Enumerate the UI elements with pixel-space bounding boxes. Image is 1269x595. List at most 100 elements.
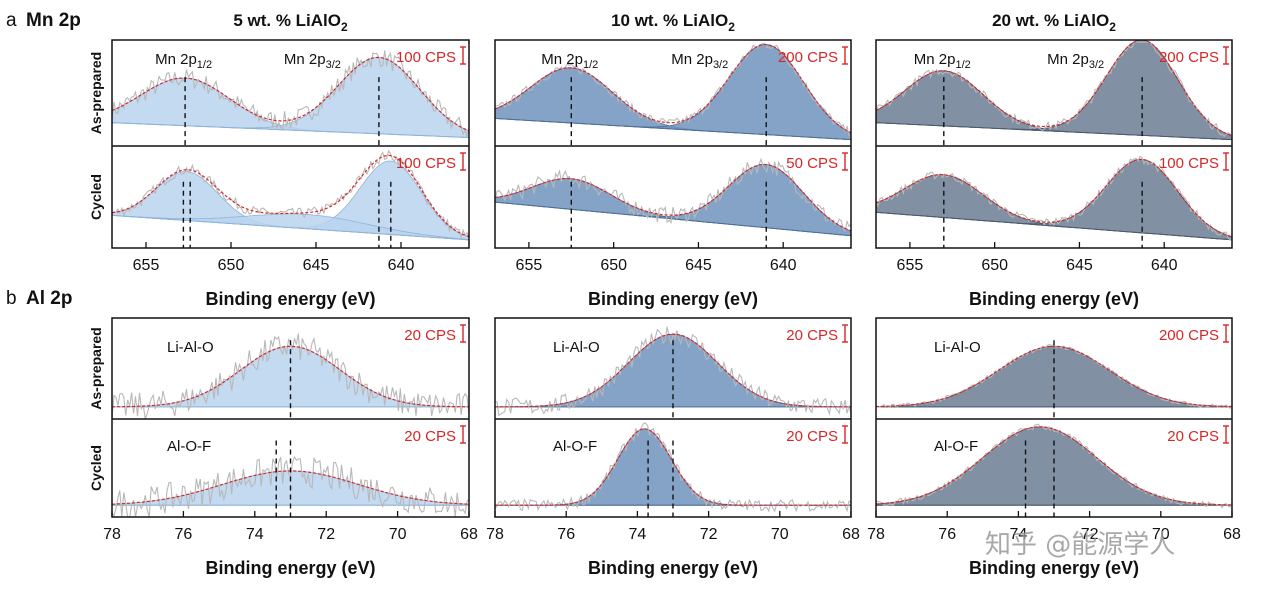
mn-label-sub: 1/2 [197, 59, 212, 71]
x-tick-label: 640 [388, 257, 415, 274]
panel-content: 20 CPS Li-Al-O 20 CPS Al-O-F [495, 324, 851, 517]
panel-frame [875, 317, 1233, 518]
mn-label-sub: 3/2 [1089, 59, 1104, 71]
x-axis-label: Binding energy (eV) [205, 289, 375, 309]
column-title-main: 5 wt. % LiAlO [233, 11, 341, 30]
cps-label: 200 CPS [778, 49, 838, 66]
mn-2p32-label: Mn 2p3/2 [284, 51, 341, 71]
watermark: 知乎 @能源学人 [985, 530, 1175, 560]
al-panel-col-1: 20 CPS Li-Al-O 20 CPS Al-O-F 78 76 74 72 70 68 Bin… [103, 317, 478, 578]
mn-label-main: Mn 2p [284, 51, 326, 68]
x-tick-label: 72 [1081, 526, 1099, 543]
y-label-as-prepared: As-prepared [88, 327, 104, 409]
mn-2p12-label: Mn 2p1/2 [914, 51, 971, 71]
mn-2p12-label: Mn 2p1/2 [541, 51, 598, 71]
mn-label-main: Mn 2p [671, 51, 713, 68]
cps-label: 100 CPS [1159, 155, 1219, 172]
x-tick-label: 645 [1066, 257, 1093, 274]
section-b-letter: b [6, 288, 17, 309]
cps-label: 50 CPS [786, 155, 838, 172]
cps-label: 20 CPS [404, 327, 456, 344]
x-tick-label: 650 [600, 257, 627, 274]
x-tick-label: 74 [246, 526, 264, 543]
fit-envelope-line [876, 40, 1232, 137]
column-title-main: 10 wt. % LiAlO [611, 11, 728, 30]
mn-label-main: Mn 2p [1047, 51, 1089, 68]
mn-label-sub: 1/2 [956, 59, 971, 71]
cps-label: 200 CPS [1159, 49, 1219, 66]
x-tick-label: 78 [486, 526, 504, 543]
mn-label-sub: 3/2 [713, 59, 728, 71]
x-tick-label: 72 [317, 526, 335, 543]
x-tick-label: 76 [175, 526, 193, 543]
panel-content: 20 CPS Li-Al-O 20 CPS Al-O-F [112, 324, 469, 517]
panel-frame [111, 39, 470, 249]
x-tick-label: 640 [770, 257, 797, 274]
raw-data-line [495, 422, 851, 513]
raw-data-line [112, 50, 469, 139]
column-title-main: 20 wt. % LiAlO [992, 11, 1109, 30]
column-title-subscript: 2 [728, 20, 735, 34]
column-title-2: 10 wt. % LiAlO2 [611, 11, 735, 34]
x-tick-label: 70 [1152, 526, 1170, 543]
cps-label: 20 CPS [404, 428, 456, 445]
x-tick-label: 78 [867, 526, 885, 543]
cps-label: 20 CPS [786, 327, 838, 344]
x-tick-label: 70 [389, 526, 407, 543]
mn-2p32-label: Mn 2p3/2 [1047, 51, 1104, 71]
panel-frame [494, 39, 852, 249]
x-tick-label: 68 [460, 526, 478, 543]
x-tick-label: 650 [218, 257, 245, 274]
al-panel-col-2: 20 CPS Li-Al-O 20 CPS Al-O-F 78 76 74 72 70 68 Bin… [486, 317, 860, 578]
column-titles: 5 wt. % LiAlO2 10 wt. % LiAlO2 20 wt. % Li… [233, 11, 1116, 34]
x-tick-label: 655 [133, 257, 160, 274]
column-title-subscript: 2 [1109, 20, 1116, 34]
fit-envelope-line [876, 345, 1232, 408]
background-line [876, 211, 1232, 241]
x-axis-label: Binding energy (eV) [969, 558, 1139, 578]
cps-label: 20 CPS [786, 428, 838, 445]
x-axis-label: Binding energy (eV) [969, 289, 1139, 309]
mn-label-main: Mn 2p [541, 51, 583, 68]
x-tick-label: 76 [938, 526, 956, 543]
x-tick-label: 70 [771, 526, 789, 543]
x-tick-label: 68 [842, 526, 860, 543]
fit-envelope-line [495, 43, 851, 134]
x-tick-label: 74 [629, 526, 647, 543]
y-label-cycled: Cycled [88, 445, 104, 491]
section-a-element: Mn 2p [26, 10, 81, 31]
raw-data-line [876, 423, 1232, 509]
cps-label: 100 CPS [396, 49, 456, 66]
x-axis-label: Binding energy (eV) [588, 289, 758, 309]
fit-envelope-line [876, 426, 1232, 506]
x-axis-label: Binding energy (eV) [588, 558, 758, 578]
background-line [876, 122, 1232, 141]
panel-frame [111, 317, 470, 518]
raw-data-line [495, 42, 851, 137]
raw-data-line [112, 455, 469, 517]
x-axis-label: Binding energy (eV) [205, 558, 375, 578]
panel-content: 200 CPS Li-Al-O 20 CPS Al-O-F [876, 324, 1232, 517]
mn-label-sub: 3/2 [326, 59, 341, 71]
x-tick-label: 645 [303, 257, 330, 274]
mn-label-main: Mn 2p [914, 51, 956, 68]
fit-envelope-line [495, 163, 851, 232]
section-b-element: Al 2p [26, 288, 72, 309]
species-label: Li-Al-O [553, 339, 600, 356]
x-tick-label: 76 [557, 526, 575, 543]
background-line [495, 117, 851, 141]
x-tick-label: 655 [516, 257, 543, 274]
fit-envelope-line [112, 56, 469, 132]
panel-frame [494, 317, 852, 518]
al-panel-col-3: 200 CPS Li-Al-O 20 CPS Al-O-F 78 76 74 72 70 68 Bi… [867, 317, 1241, 578]
cps-label: 20 CPS [1167, 428, 1219, 445]
fit-envelope-line [112, 154, 469, 238]
x-tick-label: 78 [103, 526, 121, 543]
background-line [112, 122, 469, 138]
panel-frame [875, 39, 1233, 249]
